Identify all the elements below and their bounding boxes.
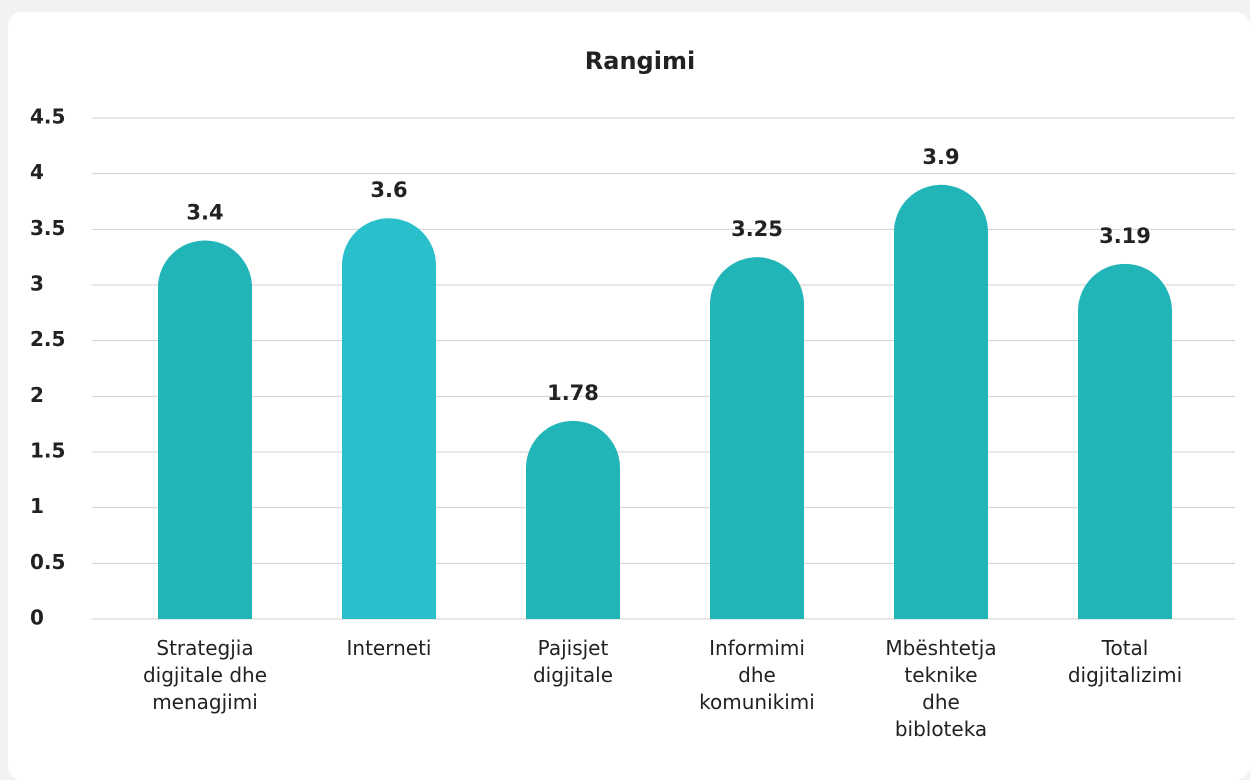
- bar: [894, 184, 988, 620]
- bar: [1077, 263, 1172, 619]
- y-tick-label: 1.5: [30, 439, 65, 463]
- y-tick-label: 3: [30, 272, 44, 296]
- value-label: 3.19: [1099, 224, 1151, 248]
- y-tick-label: 3.5: [30, 216, 65, 240]
- x-tick-label: Interneti: [346, 636, 432, 660]
- y-tick-label: 1: [30, 494, 44, 518]
- y-tick-label: 2.5: [30, 327, 65, 351]
- value-label: 3.4: [186, 200, 223, 224]
- bar: [710, 257, 804, 619]
- x-tick-label: Strategjia digjitale dhe menagjimi: [142, 636, 268, 714]
- x-tick-label: Informimi dhe komunikimi: [699, 636, 815, 714]
- x-tick-label: Mbështetja teknike dhe bibloteka: [885, 636, 997, 741]
- y-tick-label: 0.5: [30, 550, 65, 574]
- bar: [526, 420, 620, 619]
- y-tick-label: 4.5: [30, 105, 65, 129]
- value-label: 3.9: [922, 145, 959, 169]
- value-label: 1.78: [547, 381, 599, 405]
- y-tick-label: 2: [30, 383, 44, 407]
- chart-title: Rangimi: [585, 47, 695, 75]
- value-label: 3.25: [731, 217, 783, 241]
- bar: [342, 218, 436, 619]
- y-tick-label: 4: [30, 160, 44, 184]
- bar: [158, 240, 252, 619]
- x-tick-label: Pajisjet digjitale: [532, 636, 614, 687]
- x-tick-label: Total digjitalizimi: [1067, 636, 1183, 687]
- y-tick-label: 0: [30, 606, 44, 630]
- value-label: 3.6: [370, 178, 407, 202]
